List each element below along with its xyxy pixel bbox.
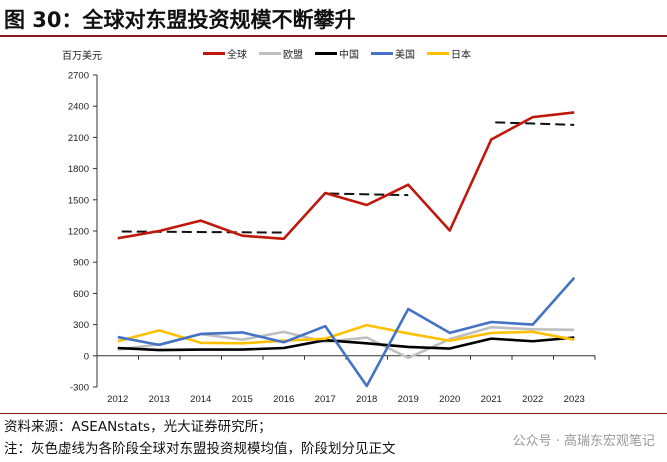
y-tick-label: 1800 [68, 164, 89, 175]
legend-label: 日本 [451, 50, 471, 61]
x-tick-label: 2013 [149, 394, 170, 405]
y-tick-label: 0 [84, 351, 89, 362]
x-tick-label: 2015 [232, 394, 253, 405]
x-tick-label: 2014 [190, 394, 211, 405]
y-tick-label: 2700 [68, 71, 89, 82]
legend-swatch [371, 52, 393, 55]
title-divider [0, 35, 667, 37]
y-axis-label: 百万美元 [62, 51, 102, 62]
legend-swatch [203, 52, 225, 55]
legend-label: 全球 [227, 50, 247, 61]
x-tick-label: 2012 [107, 394, 128, 405]
source-text: 资料来源：ASEANstats，光大证券研究所； [4, 419, 272, 435]
y-tick-label: 600 [73, 289, 89, 300]
legend-item: 美国 [371, 46, 415, 61]
y-tick-label: 2100 [68, 133, 89, 144]
y-tick-label: 1500 [68, 195, 89, 206]
legend-swatch [259, 52, 281, 55]
x-tick-label: 2020 [439, 394, 460, 405]
x-tick-label: 2018 [356, 394, 377, 405]
y-tick-label: -300 [70, 383, 89, 394]
average-dashed-line [121, 230, 284, 234]
legend-label: 欧盟 [283, 50, 303, 61]
series-line-中国 [117, 336, 575, 352]
legend-swatch [427, 52, 449, 55]
x-tick-label: 2023 [564, 394, 585, 405]
series-line-日本 [117, 323, 575, 345]
legend-item: 全球 [203, 46, 247, 61]
legend-label: 美国 [395, 50, 415, 61]
average-dashed-line [495, 121, 575, 126]
legend-swatch [315, 52, 337, 55]
legend-label: 中国 [339, 50, 359, 61]
average-dashed-line [329, 192, 409, 197]
legend-item: 欧盟 [259, 46, 303, 61]
x-tick-label: 2016 [273, 394, 294, 405]
x-tick-label: 2021 [481, 394, 502, 405]
figure-title: 图 30：全球对东盟投资规模不断攀升 [4, 8, 356, 32]
legend-item: 日本 [427, 46, 471, 61]
legend-item: 中国 [315, 46, 359, 61]
y-tick-label: 2400 [68, 102, 89, 113]
footer-divider [0, 413, 667, 414]
x-tick-label: 2017 [315, 394, 336, 405]
y-tick-label: 1200 [68, 227, 89, 238]
series-line-全球 [117, 111, 575, 241]
legend: 全球 欧盟 中国 美国 日本 [203, 46, 471, 61]
note-text: 注：灰色虚线为各阶段全球对东盟投资规模均值，阶段划分见正文 [4, 441, 396, 457]
x-tick-label: 2019 [398, 394, 419, 405]
x-tick-label: 2022 [522, 394, 543, 405]
y-tick-label: 900 [73, 258, 89, 269]
watermark: 公众号 · 高瑞东宏观笔记 [512, 434, 655, 449]
y-tick-label: 300 [73, 320, 89, 331]
series-line-美国 [117, 276, 576, 388]
